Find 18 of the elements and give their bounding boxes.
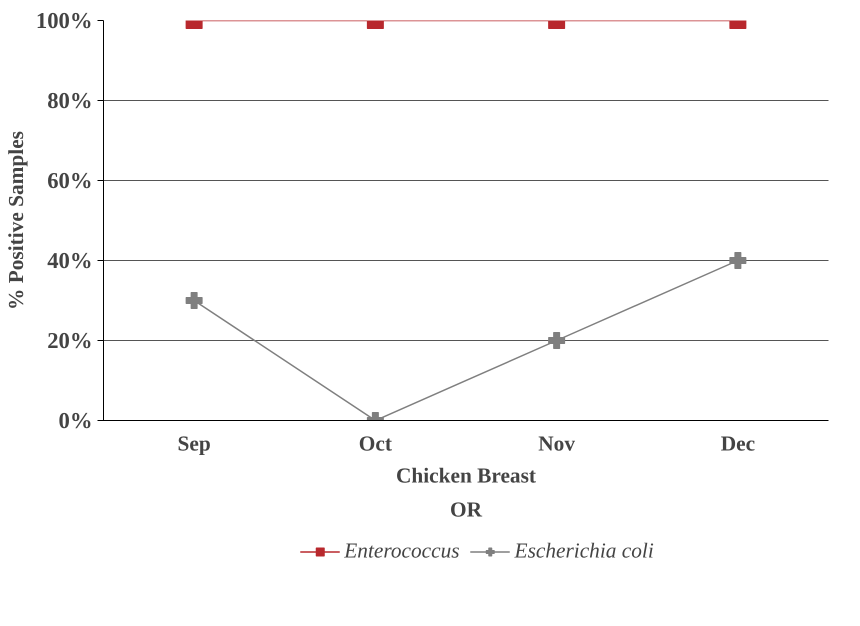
x-axis-title: Chicken Breast	[396, 464, 537, 488]
point	[186, 292, 203, 309]
x-tick-label: Sep	[178, 432, 211, 456]
text: OR	[450, 498, 483, 522]
y-tick-label: 100%	[36, 8, 92, 33]
x-tick-label: Nov	[538, 432, 576, 456]
y-tick-label: 80%	[47, 88, 92, 113]
y-tick-label: 20%	[47, 328, 92, 353]
y-tick-label: 0%	[58, 408, 92, 433]
y-tick-label: 40%	[47, 248, 92, 273]
legend-label: Escherichia coli	[514, 538, 654, 564]
point	[548, 332, 566, 349]
point	[729, 252, 746, 269]
y-axis-title: % Positive Samples	[4, 131, 28, 310]
y-tick-label: 60%	[47, 168, 92, 193]
x-tick-label: Oct	[358, 432, 393, 456]
legend-label: Enterococcus	[344, 538, 460, 564]
x-tick-label: Dec	[720, 432, 756, 456]
